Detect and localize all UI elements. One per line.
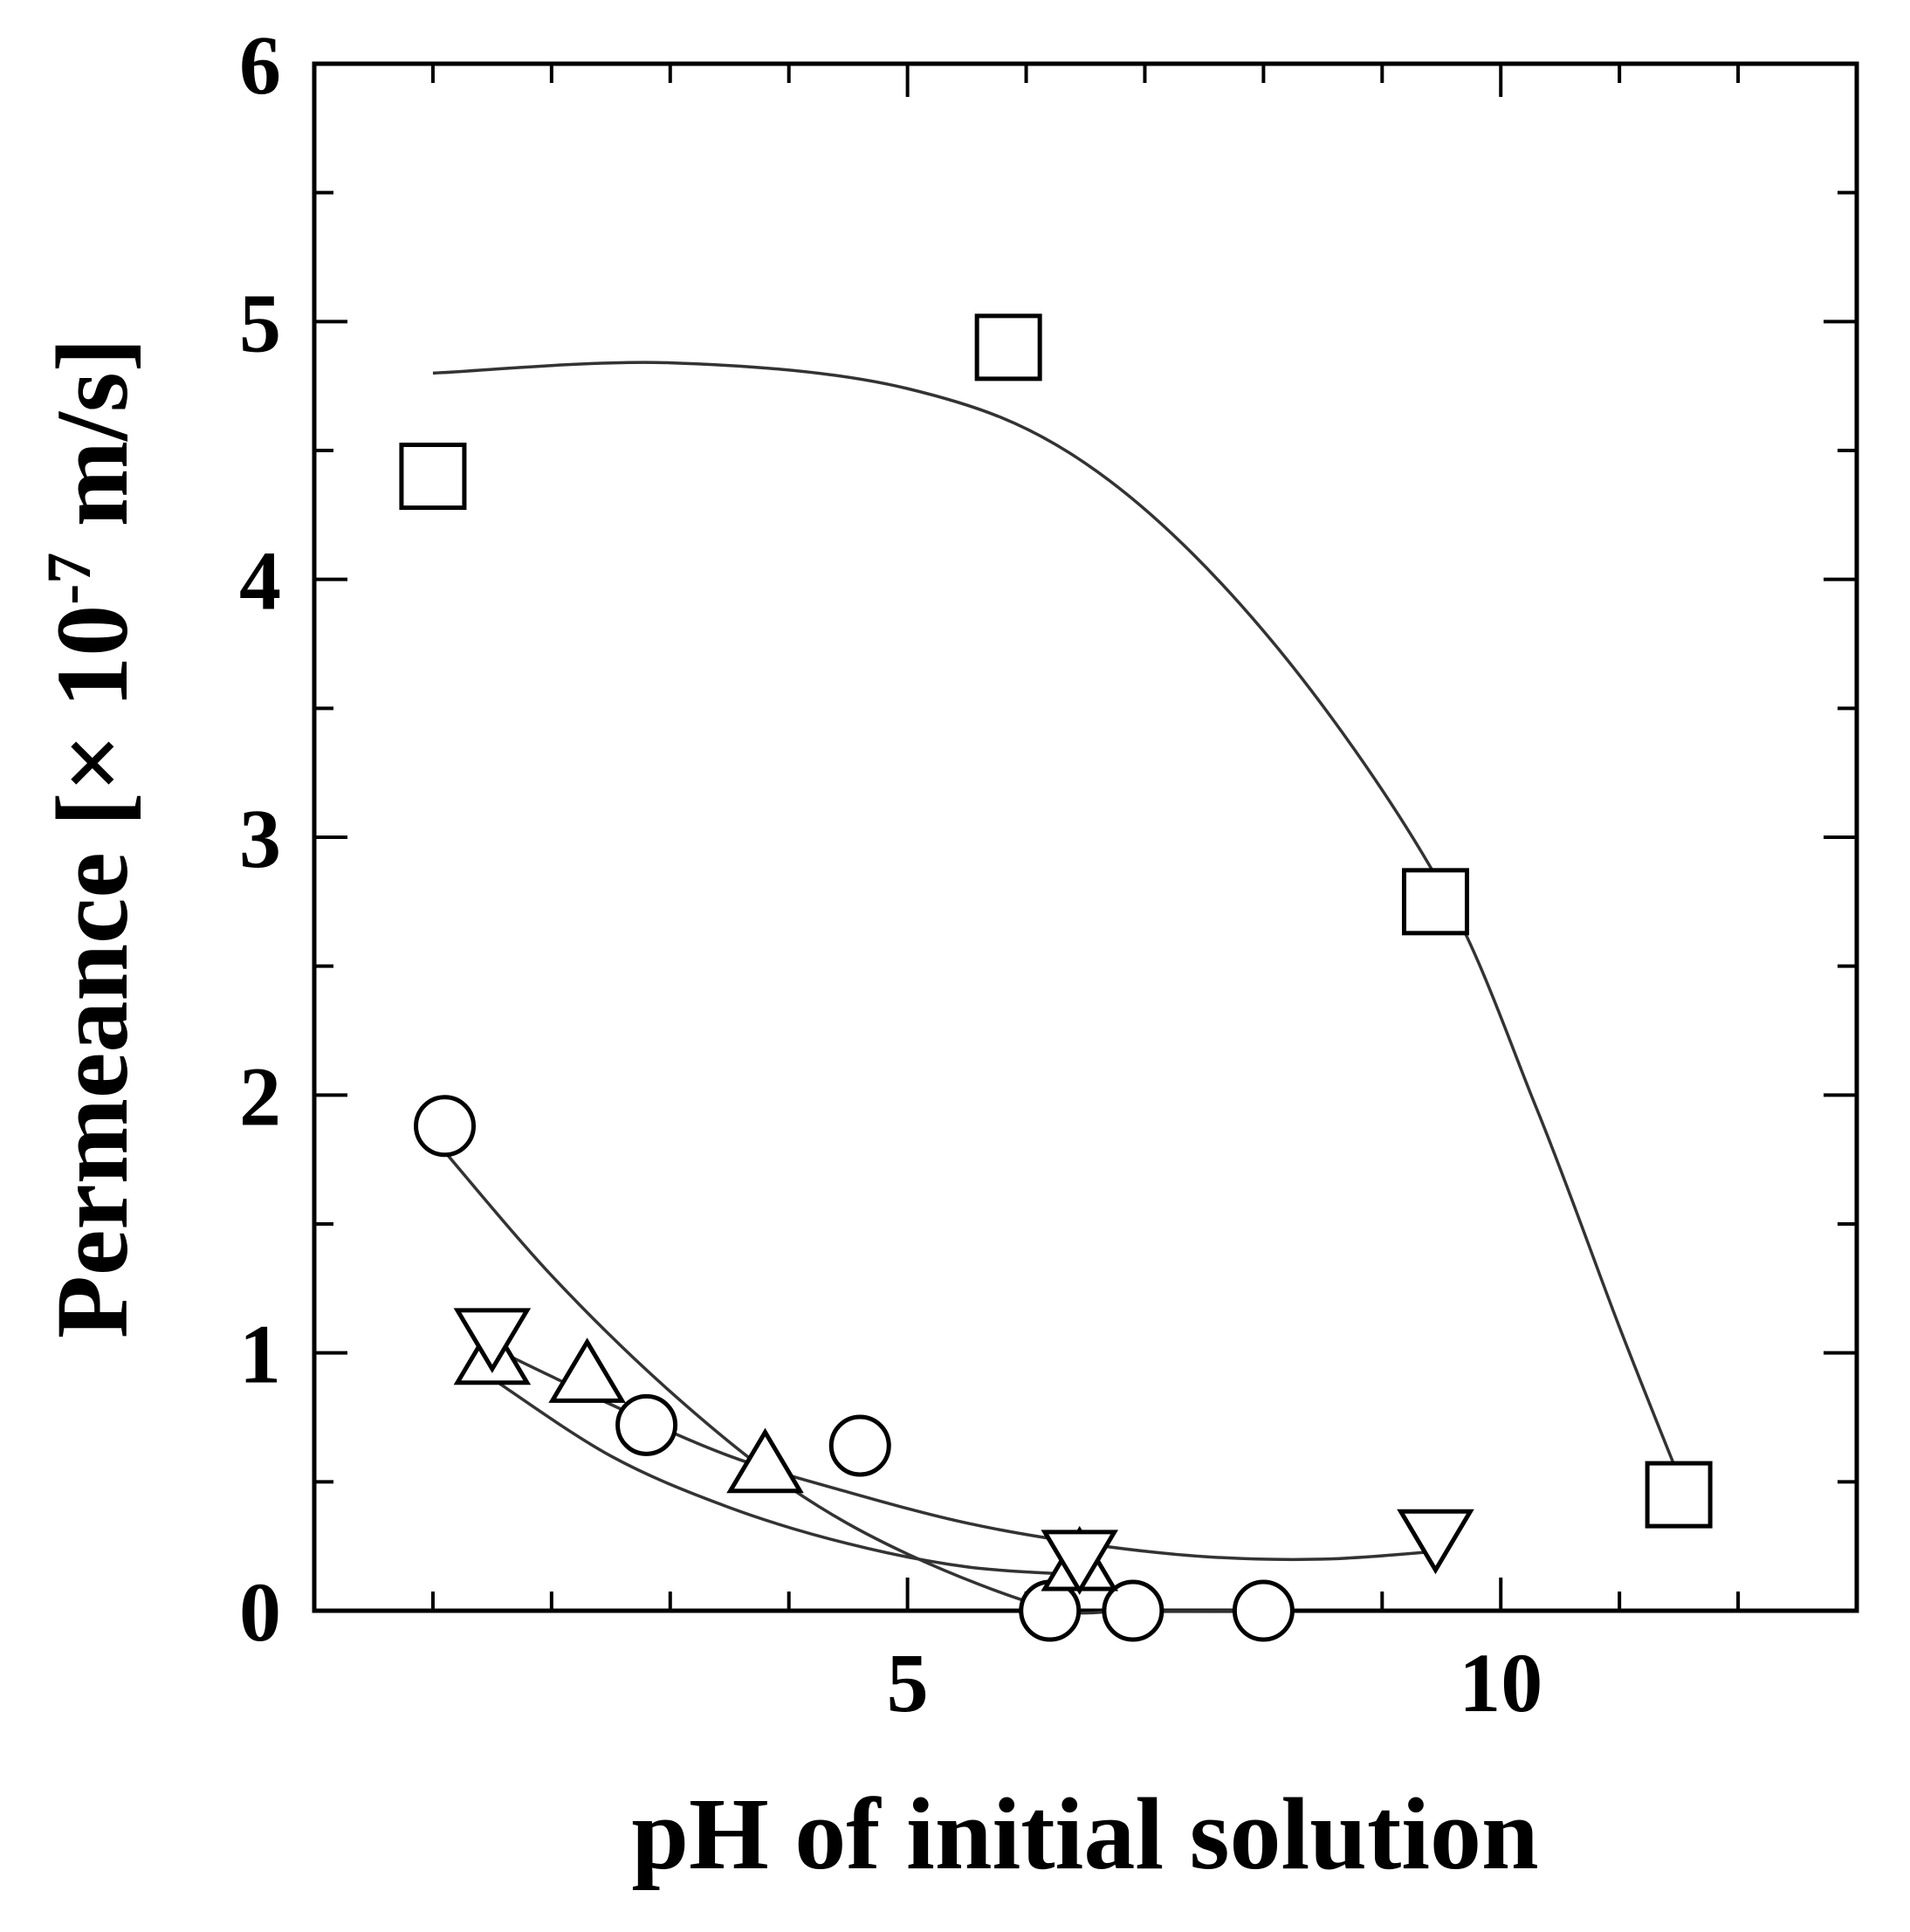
data-point-square xyxy=(399,443,467,511)
y-tick-label: 0 xyxy=(239,1565,281,1659)
data-point-circle xyxy=(414,1095,477,1158)
data-point-triangle-down xyxy=(1397,1509,1474,1575)
y-tick-label: 6 xyxy=(239,18,281,112)
data-point-triangle-up xyxy=(726,1427,804,1494)
data-point-square xyxy=(1401,868,1469,936)
y-axis-label: Permeance [× 10-7 m/s] xyxy=(34,338,149,1338)
x-tick-label: 5 xyxy=(887,1636,929,1729)
y-axis-label-main: Permeance [× 10 xyxy=(35,605,149,1338)
data-point-triangle-up xyxy=(548,1337,626,1403)
x-tick-label: 10 xyxy=(1459,1636,1542,1729)
data-markers xyxy=(399,313,1713,1642)
y-tick-label: 2 xyxy=(239,1049,281,1143)
axis-tick-labels: 5 10 0 1 2 3 4 5 6 xyxy=(239,18,1542,1729)
plot-frame xyxy=(312,61,1859,1613)
data-point-square xyxy=(974,313,1042,382)
y-axis-label-unit: m/s] xyxy=(35,338,149,553)
x-axis-label: pH of initial solution xyxy=(631,1777,1538,1891)
data-point-square xyxy=(1645,1461,1713,1529)
y-axis-label-exponent: -7 xyxy=(34,553,104,605)
data-point-circle xyxy=(1102,1579,1165,1642)
data-point-circle xyxy=(828,1414,891,1477)
y-tick-label: 5 xyxy=(239,276,281,369)
fit-line-triangle-down xyxy=(491,1346,1436,1562)
y-tick-label: 4 xyxy=(239,534,281,628)
data-point-circle xyxy=(615,1393,678,1456)
data-point-triangle-down xyxy=(453,1308,532,1373)
y-tick-label: 3 xyxy=(239,792,281,885)
axis-ticks xyxy=(314,62,1857,1612)
data-point-triangle-down xyxy=(1041,1530,1118,1595)
y-tick-label: 1 xyxy=(239,1308,281,1401)
fit-line-triangle-up xyxy=(491,1377,1080,1577)
fit-line-square xyxy=(432,361,1680,1478)
data-point-circle xyxy=(1232,1579,1295,1642)
